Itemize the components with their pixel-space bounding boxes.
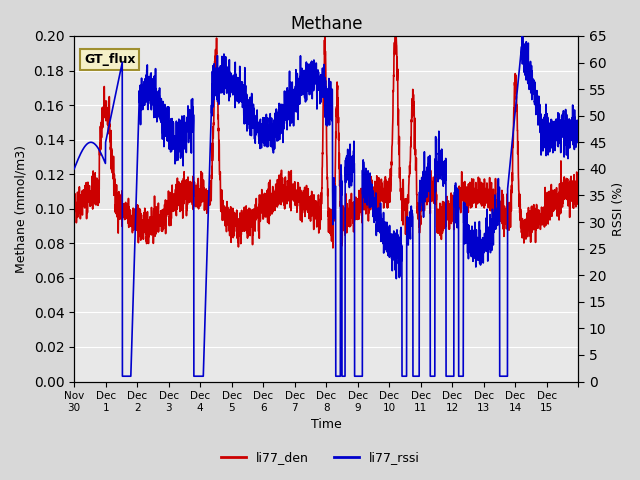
Text: GT_flux: GT_flux <box>84 53 136 66</box>
Title: Methane: Methane <box>290 15 362 33</box>
X-axis label: Time: Time <box>311 419 342 432</box>
Y-axis label: Methane (mmol/m3): Methane (mmol/m3) <box>15 145 28 273</box>
Legend: li77_den, li77_rssi: li77_den, li77_rssi <box>216 446 424 469</box>
Y-axis label: RSSI (%): RSSI (%) <box>612 181 625 236</box>
